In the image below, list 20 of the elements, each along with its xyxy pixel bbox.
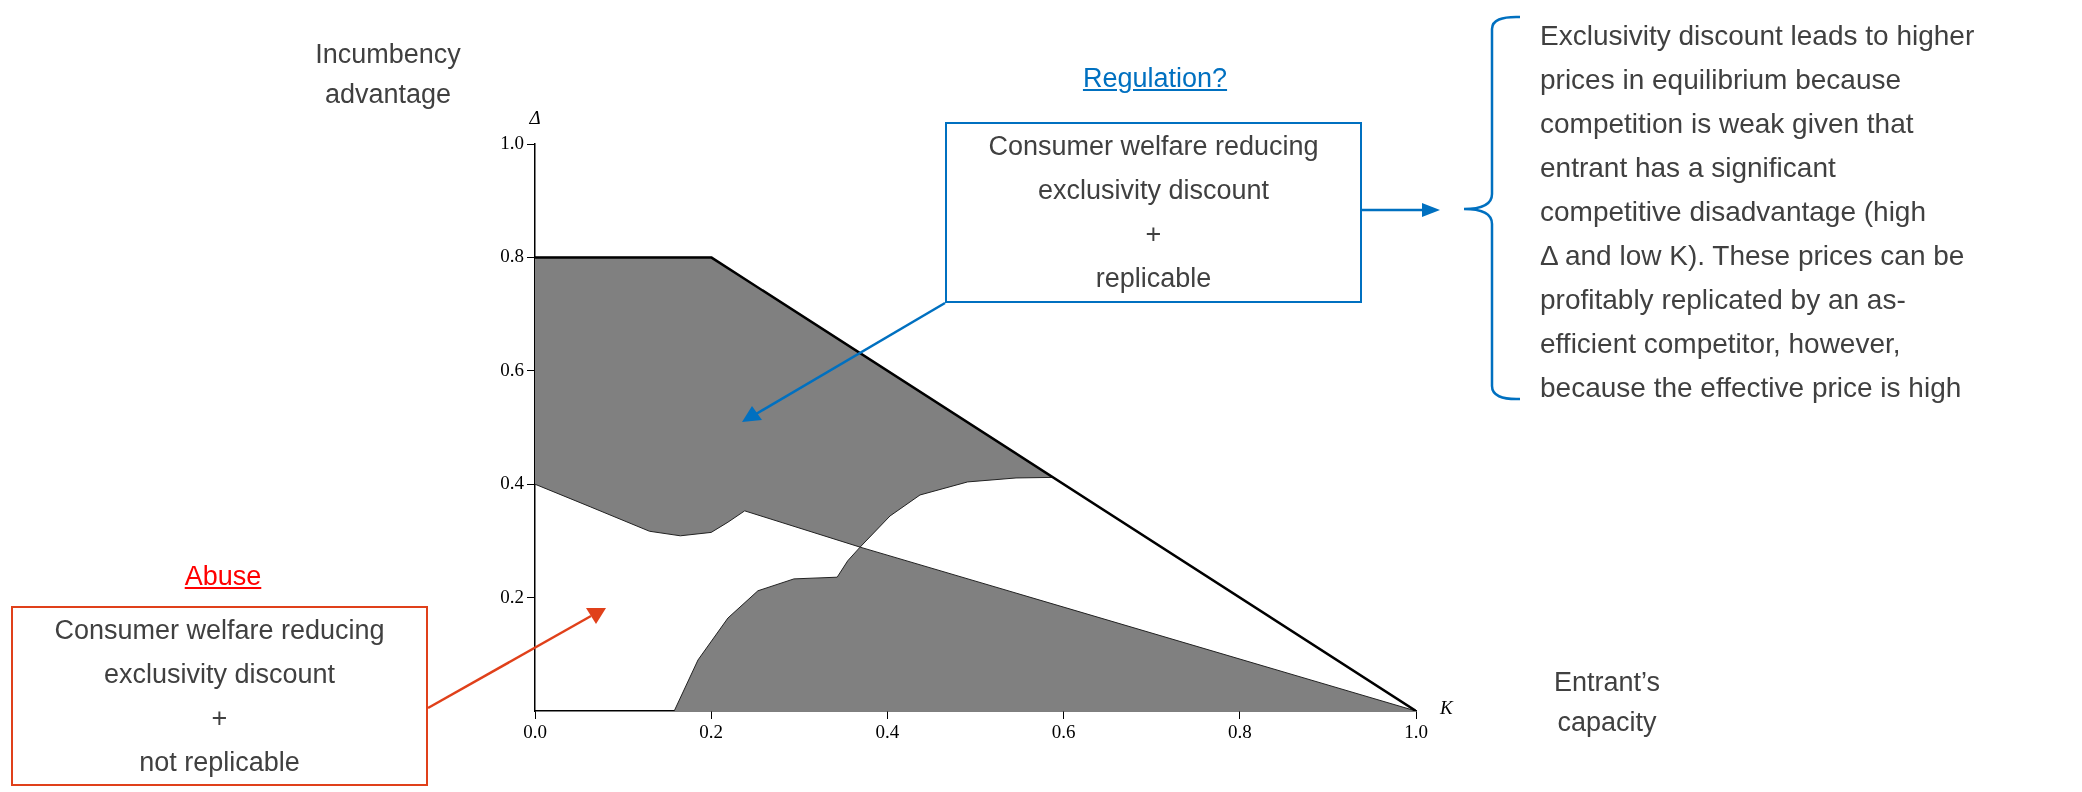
x-tick-label: 1.0 [1404, 721, 1428, 743]
text: Abuse [183, 560, 263, 593]
annotation: Consumer welfare reducing exclusivity discount + replicable [945, 122, 1362, 303]
x-tick-label: 0.6 [1051, 721, 1076, 743]
y-tick-label: 1.0 [500, 131, 524, 153]
x-tick-label: 0.8 [1227, 721, 1252, 743]
text: Entrant’s capacity [1552, 666, 1662, 739]
text: Regulation? [1081, 62, 1229, 95]
x-tick-label: 0.4 [875, 721, 900, 743]
text: Consumer welfare reducing exclusivity discount + not replicable [11, 606, 428, 786]
text: Incumbency advantage [314, 38, 462, 111]
text: Exclusivity discount leads to higher prices in equilibrium because competition is weak given that entrant has a significant competitive disadvantage (high Δ and low K). These prices can be profitably replicated by an as- efficient competitor, however, because the effective price is high [1540, 20, 1975, 403]
x-axis-title: K [1439, 697, 1454, 718]
x-tick-label: 0.0 [523, 721, 547, 743]
y-tick-label: 0.2 [500, 585, 524, 607]
y-axis-title: Δ [528, 106, 541, 128]
y-tick-label: 0.8 [500, 245, 524, 267]
x-tick-label: 0.2 [699, 721, 724, 743]
y-tick-label: 0.4 [500, 472, 525, 494]
y-tick-label: 0.6 [500, 358, 524, 380]
